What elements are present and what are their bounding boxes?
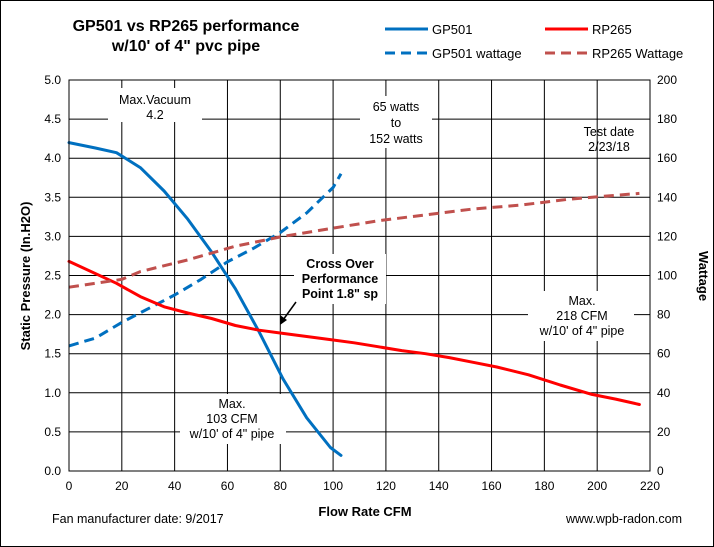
series-line-rp265-wattage xyxy=(68,191,640,289)
y2-tick-label: 120 xyxy=(657,229,677,243)
x-tick-label: 100 xyxy=(323,479,343,493)
x-tick-label: 220 xyxy=(640,479,660,493)
legend-label-gp501: GP501 xyxy=(432,22,472,37)
x-tick-label: 120 xyxy=(376,479,396,493)
series-lines xyxy=(67,141,641,457)
y2-axis-label: Wattage xyxy=(696,251,711,301)
y-tick-label: 4.5 xyxy=(44,112,61,126)
y-tick-label: 4.0 xyxy=(44,151,61,165)
y2-tick-label: 0 xyxy=(657,464,664,478)
y-tick-label: 3.0 xyxy=(44,229,61,243)
y2-tick-label: 60 xyxy=(657,347,671,361)
y2-tick-label: 20 xyxy=(657,425,671,439)
chart-title-line2: w/10' of 4" pvc pipe xyxy=(111,38,260,55)
x-tick-label: 80 xyxy=(274,479,288,493)
x-tick-label: 140 xyxy=(429,479,449,493)
annotation-crossover: Cross Over Performance Point 1.8" sp xyxy=(280,254,386,325)
chart-title-line1: GP501 vs RP265 performance xyxy=(73,18,300,35)
annotation-rp265-max-line2: 218 CFM xyxy=(556,309,607,323)
annotation-test-date-line2: 2/23/18 xyxy=(588,140,630,154)
footer-manufacturer-date: Fan manufacturer date: 9/2017 xyxy=(52,512,224,526)
legend-label-rp265: RP265 xyxy=(592,22,632,37)
x-tick-label: 60 xyxy=(221,479,235,493)
annotation-rp265-max-line3: w/10' of 4" pipe xyxy=(539,324,625,338)
annotation-crossover-line1: Cross Over xyxy=(306,257,374,271)
x-tick-label: 200 xyxy=(587,479,607,493)
annotation-crossover-arrowhead xyxy=(280,315,287,325)
annotation-gp501-max-line2: 103 CFM xyxy=(206,412,257,426)
series-line-gp501-wattage xyxy=(68,173,343,348)
legend-label-gp501-wattage: GP501 wattage xyxy=(432,46,522,61)
y2-tick-label: 140 xyxy=(657,190,677,204)
annotation-max-vacuum-line1: Max.Vacuum xyxy=(119,93,191,107)
annotation-max-vacuum-line2: 4.2 xyxy=(146,108,163,122)
y2-tick-label: 80 xyxy=(657,308,671,322)
annotation-gp501-max-line1: Max. xyxy=(218,397,245,411)
annotation-rp265-max-line1: Max. xyxy=(568,294,595,308)
annotation-wattage-range-line1: 65 watts xyxy=(373,100,420,114)
annotation-crossover-line2: Performance xyxy=(302,272,378,286)
legend: GP501 RP265 GP501 wattage RP265 Wattage xyxy=(385,22,683,61)
y2-tick-label: 40 xyxy=(657,386,671,400)
x-tick-label: 180 xyxy=(534,479,554,493)
y2-tick-label: 200 xyxy=(657,73,677,87)
annotation-test-date: Test date 2/23/18 xyxy=(584,125,635,154)
x-tick-label: 20 xyxy=(115,479,129,493)
series-line-rp265 xyxy=(67,259,641,406)
annotation-wattage-range-line3: 152 watts xyxy=(369,132,423,146)
annotation-wattage-range: 65 watts to 152 watts xyxy=(360,96,432,148)
x-tick-label: 160 xyxy=(482,479,502,493)
annotation-gp501-max-line3: w/10' of 4" pipe xyxy=(189,427,275,441)
y-tick-label: 2.5 xyxy=(44,269,61,283)
y-tick-label: 1.5 xyxy=(44,347,61,361)
plot-area-border xyxy=(68,79,651,472)
y-tick-label: 3.5 xyxy=(44,190,61,204)
footer-website: www.wpb-radon.com xyxy=(565,512,682,526)
y-tick-label: 5.0 xyxy=(44,73,61,87)
y2-tick-label: 100 xyxy=(657,269,677,283)
y-axis-label: Static Pressure (In.H2O) xyxy=(18,202,33,351)
annotation-max-vacuum: Max.Vacuum 4.2 xyxy=(108,88,202,122)
annotation-wattage-range-line2: to xyxy=(391,116,401,130)
y2-tick-label: 180 xyxy=(657,112,677,126)
y2-tick-label: 160 xyxy=(657,151,677,165)
x-tick-label: 40 xyxy=(168,479,182,493)
y-tick-label: 0.0 xyxy=(44,464,61,478)
y-tick-label: 0.5 xyxy=(44,425,61,439)
annotation-rp265-max: Max. 218 CFM w/10' of 4" pipe xyxy=(528,291,634,341)
annotation-crossover-arrow xyxy=(282,301,297,321)
annotation-crossover-line3: Point 1.8" sp xyxy=(302,287,378,301)
y-tick-label: 2.0 xyxy=(44,308,61,322)
x-tick-label: 0 xyxy=(66,479,73,493)
x-axis-label: Flow Rate CFM xyxy=(318,504,411,519)
tick-labels: 0.0 0.5 1.0 1.5 2.0 2.5 3.0 3.5 4.0 4.5 5.0 0 20 40 60… xyxy=(44,73,677,493)
annotation-test-date-line1: Test date xyxy=(584,125,635,139)
y-tick-label: 1.0 xyxy=(44,386,61,400)
annotation-gp501-max: Max. 103 CFM w/10' of 4" pipe xyxy=(180,394,286,444)
legend-label-rp265-wattage: RP265 Wattage xyxy=(592,46,683,61)
